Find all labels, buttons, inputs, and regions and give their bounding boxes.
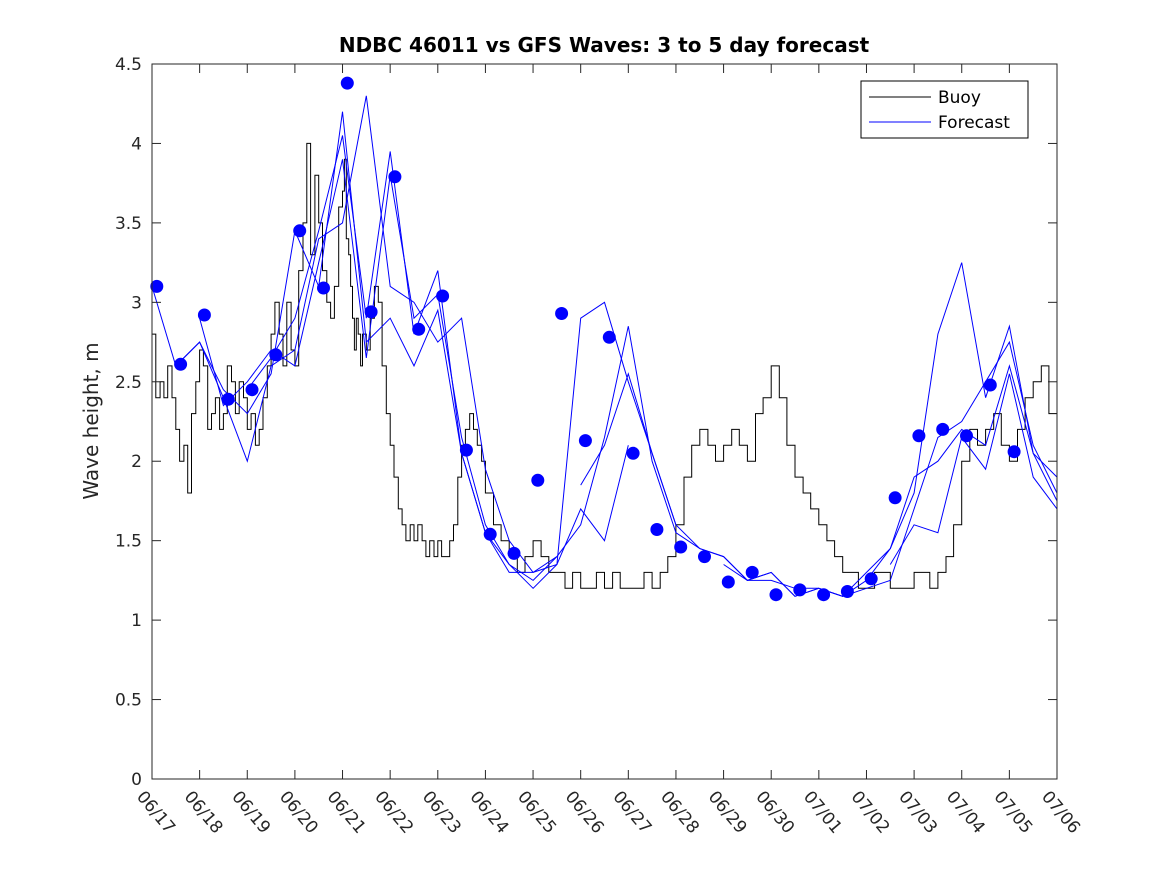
buoy-series-line <box>152 142 1058 589</box>
x-tick-label: 06/22 <box>370 787 417 837</box>
y-tick-label: 0 <box>131 770 142 790</box>
forecast-point <box>698 550 711 564</box>
x-tick-label: 06/29 <box>704 787 751 837</box>
forecast-point <box>340 76 354 90</box>
forecast-point <box>840 585 854 598</box>
legend-label-2: Forecast <box>938 113 1010 133</box>
forecast-point <box>745 565 759 579</box>
forecast-point <box>459 443 473 457</box>
legend: Buoy Forecast <box>860 80 1029 139</box>
y-tick-label: 1 <box>131 611 142 631</box>
plot-area <box>150 76 1058 602</box>
forecast-point <box>817 588 831 602</box>
forecast-run-line-4 <box>246 135 819 589</box>
forecast-point <box>602 330 616 344</box>
forecast-point <box>388 170 402 184</box>
axes-box <box>151 63 1058 780</box>
y-tick-label: 1.5 <box>115 532 142 552</box>
forecast-point <box>555 307 569 320</box>
forecast-point <box>317 281 330 295</box>
forecast-point <box>912 429 926 443</box>
forecast-run-line-6 <box>723 262 1058 597</box>
x-tick-label: 06/27 <box>608 787 655 837</box>
x-tick-label: 06/20 <box>275 787 322 837</box>
forecast-point <box>293 224 307 238</box>
forecast-point <box>960 429 973 443</box>
forecast-point <box>793 583 807 597</box>
x-tick-label: 07/05 <box>990 787 1037 837</box>
chart-title: NDBC 46011 vs GFS Waves: 3 to 5 day fore… <box>339 33 870 57</box>
y-tick-label: 4.5 <box>115 55 142 75</box>
forecast-point <box>197 308 211 322</box>
y-tick-label: 3 <box>131 293 142 313</box>
forecast-point <box>531 473 545 487</box>
x-tick-label: 07/01 <box>799 787 846 837</box>
y-tick-label: 3.5 <box>115 214 142 234</box>
forecast-point <box>507 546 521 560</box>
forecast-point <box>150 279 164 293</box>
forecast-point <box>364 305 378 319</box>
x-tick-label: 06/18 <box>180 787 227 837</box>
forecast-point <box>174 357 188 371</box>
x-tick-label: 06/28 <box>656 787 703 837</box>
x-tick-label: 07/03 <box>894 787 941 837</box>
x-tick-label: 06/21 <box>323 787 370 837</box>
x-tick-label: 06/30 <box>751 787 798 837</box>
forecast-point <box>769 588 783 602</box>
forecast-run-line-8 <box>889 373 1058 565</box>
x-tick-label: 07/06 <box>1037 787 1084 837</box>
forecast-point <box>245 383 259 397</box>
forecast-point <box>721 575 735 589</box>
legend-label-1: Buoy <box>938 88 981 108</box>
x-tick-label: 06/17 <box>132 787 179 837</box>
forecast-point <box>650 523 664 536</box>
forecast-point <box>626 446 640 460</box>
y-axis-title: Wave height, m <box>79 342 103 499</box>
y-tick-label: 2 <box>131 452 142 472</box>
forecast-point <box>983 378 997 392</box>
forecast-point <box>483 527 497 541</box>
x-tick-label: 07/04 <box>942 787 989 837</box>
forecast-point <box>864 572 878 586</box>
y-tick-label: 2.5 <box>115 373 142 393</box>
forecast-point <box>888 491 902 505</box>
forecast-run-line-2 <box>175 95 629 573</box>
axes: 0 0.5 1 1.5 2 2.5 3 3.5 4 4.5 06/17 06/18 06/19 06/20… <box>115 55 1084 838</box>
forecast-point <box>1007 445 1021 459</box>
x-tick-label: 06/23 <box>418 787 465 837</box>
x-tick-label: 06/24 <box>466 787 513 837</box>
forecast-point <box>578 434 592 448</box>
forecast-point <box>412 322 426 336</box>
x-tick-label: 07/02 <box>847 787 894 837</box>
x-tick-label: 06/26 <box>561 787 608 837</box>
x-tick-label: 06/25 <box>513 787 560 837</box>
forecast-point <box>221 392 235 406</box>
forecast-point <box>674 540 688 554</box>
x-tick-label: 06/19 <box>227 787 274 837</box>
forecast-point <box>269 348 283 362</box>
legend-box <box>860 80 1029 139</box>
y-tick-label: 0.5 <box>115 691 142 711</box>
forecast-run-line-7 <box>818 364 1058 597</box>
y-tick-label: 4 <box>131 134 142 154</box>
forecast-point <box>436 289 450 303</box>
forecast-point <box>936 422 950 436</box>
